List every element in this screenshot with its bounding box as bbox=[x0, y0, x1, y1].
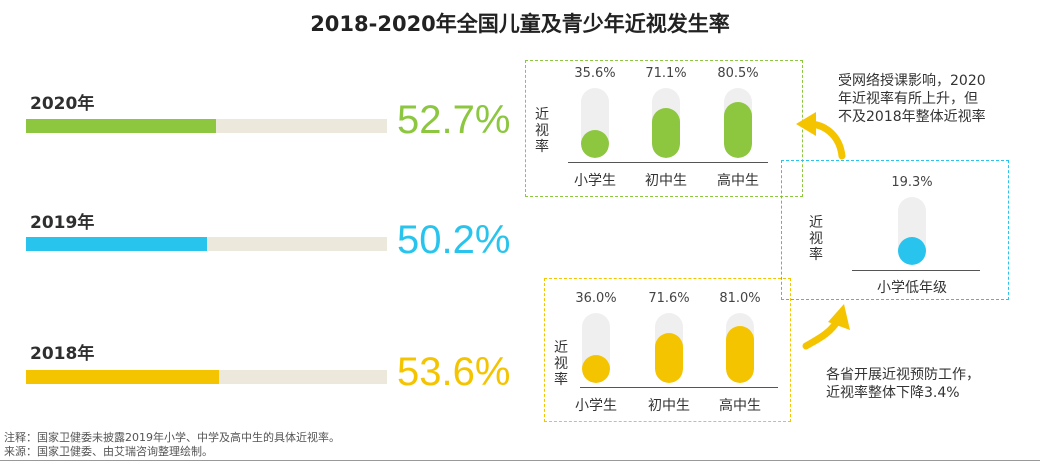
breakdown-2019-bar-1 bbox=[898, 237, 926, 265]
breakdown-2018-category-2: 初中生 bbox=[648, 398, 690, 414]
value-label-2018: 53.6% bbox=[397, 350, 511, 394]
ylabel-2019: 近视率 bbox=[809, 215, 823, 263]
breakdown-2020-bar-3 bbox=[724, 101, 752, 158]
arrow-upper-icon bbox=[796, 112, 846, 160]
breakdown-2018-category-1: 小学生 bbox=[575, 398, 617, 414]
bar-track-2020 bbox=[26, 119, 387, 133]
ylabel-2018: 近视率 bbox=[554, 340, 568, 388]
breakdown-2020-value-label-3: 80.5% bbox=[717, 66, 759, 81]
ylabel-2020: 近视率 bbox=[535, 107, 549, 155]
footer-source: 来源：国家卫健委、由艾瑞咨询整理绘制。 bbox=[4, 445, 213, 458]
breakdown-2018-box bbox=[544, 278, 791, 422]
breakdown-2019-value-label-1: 19.3% bbox=[891, 175, 933, 190]
bar-2019 bbox=[26, 237, 208, 251]
bar-2020 bbox=[26, 119, 217, 133]
value-label-2020: 52.7% bbox=[397, 98, 511, 142]
annotation-upper-line-2: 年近视率有所上升，但 bbox=[838, 91, 978, 107]
breakdown-2019-box bbox=[781, 160, 1009, 300]
bar-track-2018 bbox=[26, 370, 387, 384]
breakdown-2020-box bbox=[525, 60, 803, 197]
annotation-upper-line-1: 受网络授课影响，2020 bbox=[838, 73, 986, 89]
annotation-lower-line-2: 近视率整体下降3.4% bbox=[826, 385, 960, 401]
annotation-upper-line-3: 不及2018年整体近视率 bbox=[838, 109, 986, 125]
year-label-2018: 2018年 bbox=[30, 344, 95, 364]
breakdown-2020-pill-track-1 bbox=[581, 88, 609, 158]
breakdown-2018-pill-track-1 bbox=[582, 313, 610, 383]
breakdown-2018-value-label-2: 71.6% bbox=[648, 291, 690, 306]
breakdown-2019-category-1: 小学低年级 bbox=[877, 280, 947, 296]
bar-2018 bbox=[26, 370, 220, 384]
breakdown-2019-pill-track-1 bbox=[898, 197, 926, 265]
breakdown-2020-category-3: 高中生 bbox=[717, 173, 759, 189]
arrow-lower-icon bbox=[802, 304, 850, 350]
breakdown-2018-value-label-1: 36.0% bbox=[575, 291, 617, 306]
breakdown-2020-category-2: 初中生 bbox=[645, 173, 687, 189]
breakdown-2020-pill-track-2 bbox=[652, 88, 680, 158]
breakdown-2020-value-label-1: 35.6% bbox=[574, 66, 616, 81]
year-label-2020: 2020年 bbox=[30, 94, 95, 114]
axis-2018 bbox=[580, 387, 778, 388]
axis-2019 bbox=[852, 270, 980, 271]
axis-2020 bbox=[568, 162, 768, 163]
breakdown-2018-category-3: 高中生 bbox=[719, 398, 761, 414]
breakdown-2020-pill-track-3 bbox=[724, 88, 752, 158]
chart-title: 2018-2020年全国儿童及青少年近视发生率 bbox=[310, 12, 730, 36]
annotation-lower-line-1: 各省开展近视预防工作， bbox=[826, 367, 980, 383]
breakdown-2018-bar-2 bbox=[655, 332, 683, 383]
annotation-upper: 受网络授课影响，2020 年近视率有所上升，但 不及2018年整体近视率 bbox=[838, 72, 986, 126]
breakdown-2018-bar-1 bbox=[582, 355, 610, 383]
bar-track-2019 bbox=[26, 237, 387, 251]
breakdown-2020-bar-1 bbox=[581, 130, 609, 158]
year-label-2019: 2019年 bbox=[30, 213, 95, 233]
breakdown-2020-category-1: 小学生 bbox=[574, 173, 616, 189]
footer-note: 注释：国家卫健委未披露2019年小学、中学及高中生的具体近视率。 bbox=[4, 431, 340, 444]
value-label-2019: 50.2% bbox=[397, 218, 511, 262]
breakdown-2018-pill-track-3 bbox=[726, 313, 754, 383]
breakdown-2018-bar-3 bbox=[726, 326, 754, 383]
breakdown-2018-value-label-3: 81.0% bbox=[719, 291, 761, 306]
breakdown-2018-pill-track-2 bbox=[655, 313, 683, 383]
annotation-lower: 各省开展近视预防工作， 近视率整体下降3.4% bbox=[826, 366, 980, 402]
breakdown-2020-bar-2 bbox=[652, 108, 680, 158]
breakdown-2020-value-label-2: 71.1% bbox=[645, 66, 687, 81]
